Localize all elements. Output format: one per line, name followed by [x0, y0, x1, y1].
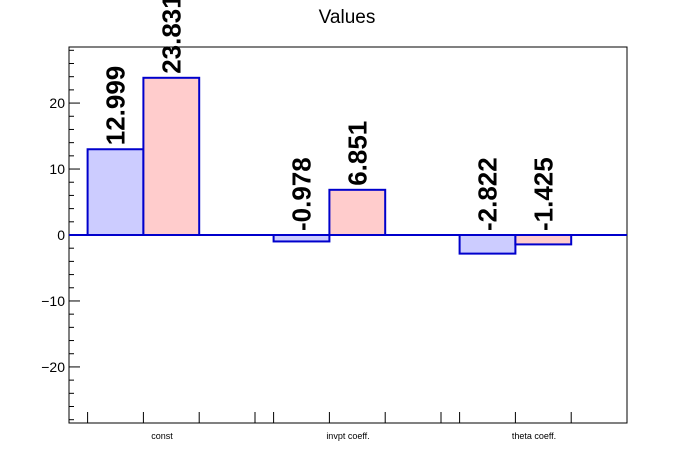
- category-label: invpt coeff.: [326, 431, 369, 441]
- y-tick-label: 20: [49, 95, 65, 111]
- bar: [142, 76, 201, 237]
- y-tick-label: 10: [49, 161, 65, 177]
- y-tick-label: −20: [41, 359, 65, 375]
- category-label: theta coeff.: [512, 431, 556, 441]
- data-label: 6.851: [342, 121, 372, 186]
- bar: [514, 234, 573, 246]
- chart-title: Values: [319, 7, 376, 28]
- data-label: 23.831: [156, 0, 186, 74]
- bar: [328, 188, 387, 236]
- data-label: -2.822: [473, 157, 503, 231]
- y-tick-label: 0: [57, 227, 65, 243]
- plot-area: −20 −10 0 10 20 12.999 -0.978 -2.822 23.831 6.851…: [41, 0, 628, 441]
- data-label: -1.425: [528, 157, 558, 231]
- category-label: const: [151, 431, 173, 441]
- bar: [86, 148, 145, 236]
- bar: [458, 234, 517, 255]
- data-label: 12.999: [101, 66, 131, 146]
- y-tick-label: −10: [41, 293, 65, 309]
- data-label: -0.978: [287, 157, 317, 231]
